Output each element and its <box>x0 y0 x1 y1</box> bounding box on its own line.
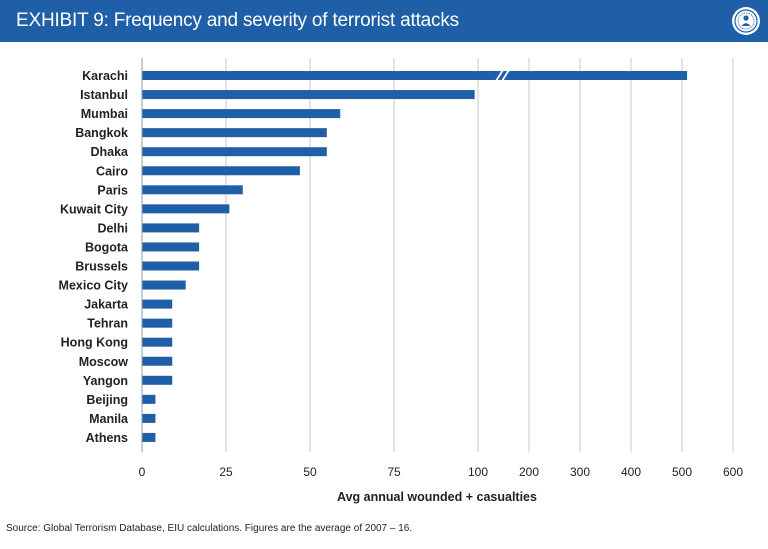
category-label: Cairo <box>96 164 128 178</box>
category-label: Hong Kong <box>61 336 128 350</box>
x-tick-label: 25 <box>219 465 233 479</box>
emblem-icon <box>732 7 760 35</box>
bar <box>142 242 200 252</box>
bar <box>142 432 156 442</box>
category-label: Mexico City <box>59 279 129 293</box>
header-banner: EXHIBIT 9: Frequency and severity of ter… <box>0 0 768 42</box>
x-tick-label: 75 <box>387 465 401 479</box>
bar <box>142 71 688 80</box>
category-label: Moscow <box>79 355 129 369</box>
bar <box>142 261 200 271</box>
x-axis-label: Avg annual wounded + casualties <box>337 490 537 504</box>
category-label: Istanbul <box>80 88 128 102</box>
bar <box>142 90 475 100</box>
x-tick-label: 300 <box>570 465 590 479</box>
category-label: Yangon <box>83 374 128 388</box>
bar <box>142 413 156 423</box>
category-label: Dhaka <box>90 145 129 159</box>
category-label: Bangkok <box>75 126 128 140</box>
category-label: Jakarta <box>84 298 129 312</box>
bar <box>142 185 243 195</box>
bar <box>142 356 173 366</box>
category-label: Delhi <box>97 221 128 235</box>
chart-title: EXHIBIT 9: Frequency and severity of ter… <box>16 10 459 31</box>
x-tick-label: 0 <box>139 465 146 479</box>
bar <box>142 299 173 309</box>
bar <box>142 109 341 119</box>
axis-break-mark <box>495 69 504 82</box>
category-label: Kuwait City <box>60 202 128 216</box>
axis-break-mark <box>501 69 510 82</box>
category-label: Karachi <box>82 69 128 83</box>
bar <box>142 223 200 233</box>
bar <box>142 128 327 138</box>
bar <box>142 147 327 157</box>
bar <box>142 280 186 290</box>
x-tick-label: 400 <box>621 465 641 479</box>
category-label: Paris <box>97 183 128 197</box>
category-label: Tehran <box>87 317 128 331</box>
category-label: Brussels <box>75 260 128 274</box>
bar <box>142 204 230 214</box>
source-note: Source: Global Terrorism Database, EIU c… <box>6 523 413 534</box>
x-tick-label: 600 <box>723 465 743 479</box>
x-tick-label: 100 <box>468 465 488 479</box>
x-tick-label: 50 <box>303 465 317 479</box>
bar <box>142 166 300 176</box>
category-label: Athens <box>86 431 128 445</box>
bar <box>142 375 173 385</box>
bar <box>142 337 173 347</box>
bar <box>142 318 173 328</box>
x-tick-label: 200 <box>519 465 539 479</box>
category-label: Manila <box>89 412 129 426</box>
bar <box>142 394 156 404</box>
x-tick-label: 500 <box>672 465 692 479</box>
category-label: Bogota <box>85 240 129 254</box>
category-label: Beijing <box>86 393 128 407</box>
category-label: Mumbai <box>81 107 128 121</box>
